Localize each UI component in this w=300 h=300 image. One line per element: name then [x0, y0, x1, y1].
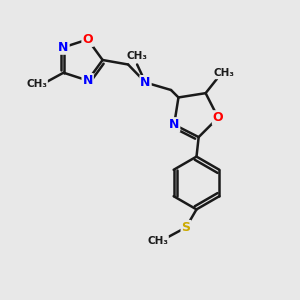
Text: O: O	[213, 111, 224, 124]
Text: N: N	[58, 41, 69, 54]
Text: N: N	[169, 118, 179, 131]
Text: S: S	[182, 221, 190, 234]
Text: CH₃: CH₃	[213, 68, 234, 78]
Text: CH₃: CH₃	[147, 236, 168, 246]
Text: N: N	[82, 74, 93, 87]
Text: N: N	[140, 76, 151, 89]
Text: CH₃: CH₃	[26, 79, 47, 89]
Text: O: O	[82, 33, 93, 46]
Text: CH₃: CH₃	[127, 51, 148, 61]
